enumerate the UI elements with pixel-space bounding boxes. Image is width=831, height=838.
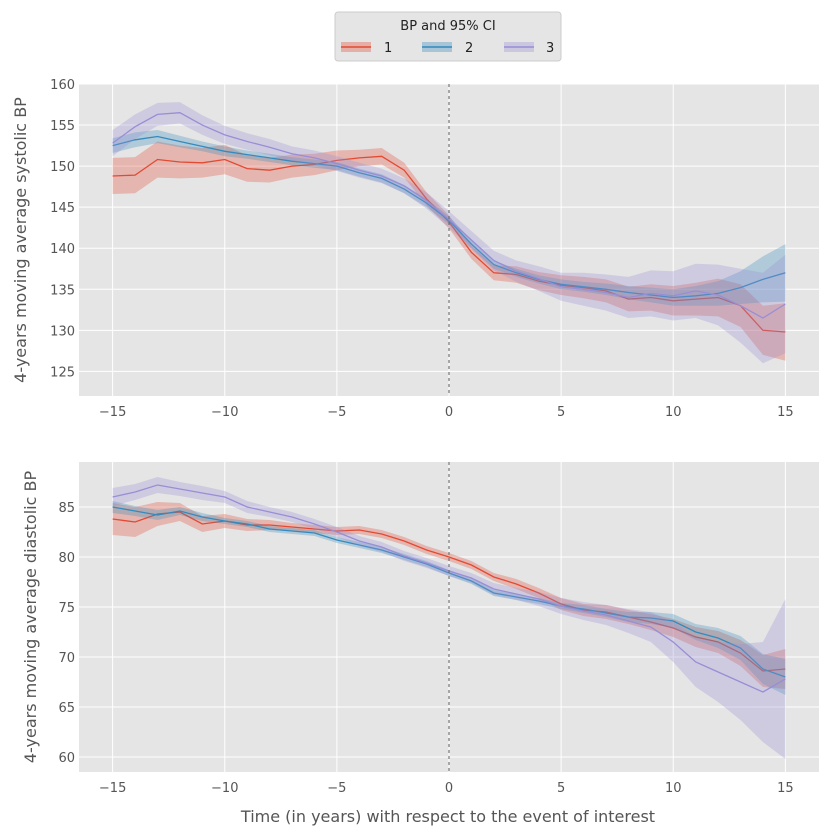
x-tick-label: 5: [557, 405, 565, 420]
legend-label-2: 2: [465, 41, 473, 56]
x-tick-label: −15: [99, 405, 126, 420]
diastolic-panel: −15 −10 −5 0 5 10 15 60 65 70 75 80 85: [58, 462, 819, 796]
y-tick-label: 80: [58, 551, 75, 566]
line-series-3: [112, 112, 786, 319]
y-tick-label: 65: [58, 701, 75, 716]
x-tick-label: −10: [211, 781, 238, 796]
systolic-panel: −15 −10 −5 0 5 10 15 125 130 135 140 145 150 155 160: [50, 78, 819, 420]
x-tick-label: −5: [327, 405, 346, 420]
y-tick-label: 70: [58, 651, 75, 666]
y-tick-label: 75: [58, 601, 75, 616]
line-series-1: [112, 155, 786, 333]
y-tick-label: 130: [50, 324, 75, 339]
x-tick-label: 0: [445, 405, 453, 420]
x-tick-label: 15: [777, 781, 794, 796]
legend: BP and 95% CI 1 2 3: [334, 11, 562, 62]
legend-label-1: 1: [384, 41, 392, 56]
y-tick-label: 160: [50, 78, 75, 93]
y-tick-label: 125: [50, 365, 75, 380]
systolic-ylabel: 4-years moving average systolic BP: [11, 97, 30, 383]
legend-label-3: 3: [546, 41, 554, 56]
y-tick-label: 60: [58, 751, 75, 766]
y-tick-label: 150: [50, 160, 75, 175]
x-tick-label: 15: [777, 405, 794, 420]
y-tick-label: 145: [50, 201, 75, 216]
legend-title: BP and 95% CI: [400, 19, 495, 34]
ci-band-series-3: [112, 477, 786, 759]
x-tick-label: 5: [557, 781, 565, 796]
y-tick-label: 155: [50, 119, 75, 134]
x-axis-title: Time (in years) with respect to the even…: [240, 807, 655, 826]
legend-box: [334, 11, 562, 62]
y-tick-label: 135: [50, 283, 75, 298]
x-tick-label: 10: [665, 405, 682, 420]
x-tick-label: −15: [99, 781, 126, 796]
x-tick-label: 10: [665, 781, 682, 796]
ci-band-series-1: [112, 141, 786, 361]
ci-band-series-1: [112, 502, 786, 689]
x-tick-label: 0: [445, 781, 453, 796]
x-tick-label: −10: [211, 405, 238, 420]
diastolic-ylabel: 4-years moving average diastolic BP: [21, 471, 40, 764]
y-tick-label: 140: [50, 242, 75, 257]
ci-band-series-3: [112, 102, 786, 364]
y-tick-label: 85: [58, 501, 75, 516]
x-tick-label: −5: [327, 781, 346, 796]
